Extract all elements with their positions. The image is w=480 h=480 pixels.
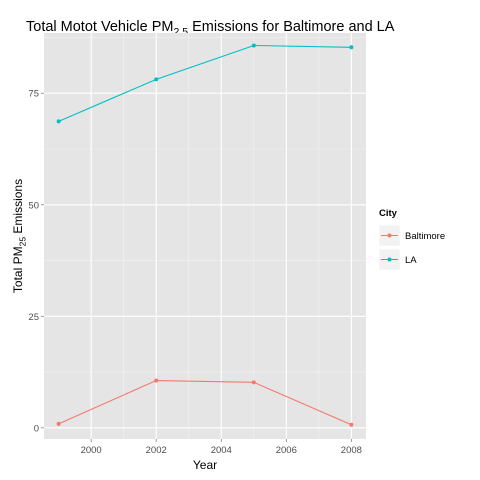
x-tick-label: 2004 xyxy=(211,445,232,456)
x-tick-label: 2002 xyxy=(146,445,167,456)
legend: Baltimore LA xyxy=(378,224,445,271)
legend-title: City xyxy=(379,208,398,219)
y-tick-label: 0 xyxy=(34,423,39,434)
data-point-la xyxy=(251,43,256,48)
y-axis: 0 25 50 75 xyxy=(28,89,44,434)
legend-label-la: LA xyxy=(405,255,417,266)
chart-title: Total Motot Vehicle PM2.5 Emissions for … xyxy=(26,19,395,38)
data-point-la xyxy=(56,119,61,124)
y-tick-label: 75 xyxy=(28,89,39,100)
legend-key-point-la xyxy=(387,257,392,262)
series-line-la xyxy=(58,44,352,122)
major-gridlines xyxy=(44,33,366,439)
y-tick-label: 25 xyxy=(28,312,39,323)
minor-gridlines xyxy=(44,33,366,439)
data-point-baltimore xyxy=(349,422,354,427)
data-point-la xyxy=(349,45,354,50)
x-tick-label: 2000 xyxy=(81,445,102,456)
data-point-la xyxy=(154,77,159,82)
series-line-baltimore xyxy=(58,380,352,426)
x-tick-label: 2006 xyxy=(276,445,297,456)
x-axis-label: Year xyxy=(193,458,217,472)
y-tick-label: 50 xyxy=(28,200,39,211)
series-layer xyxy=(56,43,354,427)
data-point-baltimore xyxy=(56,421,61,426)
legend-key-point-baltimore xyxy=(387,233,392,238)
legend-label-baltimore: Baltimore xyxy=(405,231,445,242)
plot-panel xyxy=(44,33,366,439)
x-axis: 2000 2002 2004 2006 2008 xyxy=(81,439,362,456)
x-tick-label: 2008 xyxy=(341,445,362,456)
y-axis-label: Total PM25 Emissions xyxy=(11,179,28,293)
data-point-baltimore xyxy=(154,378,159,383)
data-point-baltimore xyxy=(251,380,256,385)
